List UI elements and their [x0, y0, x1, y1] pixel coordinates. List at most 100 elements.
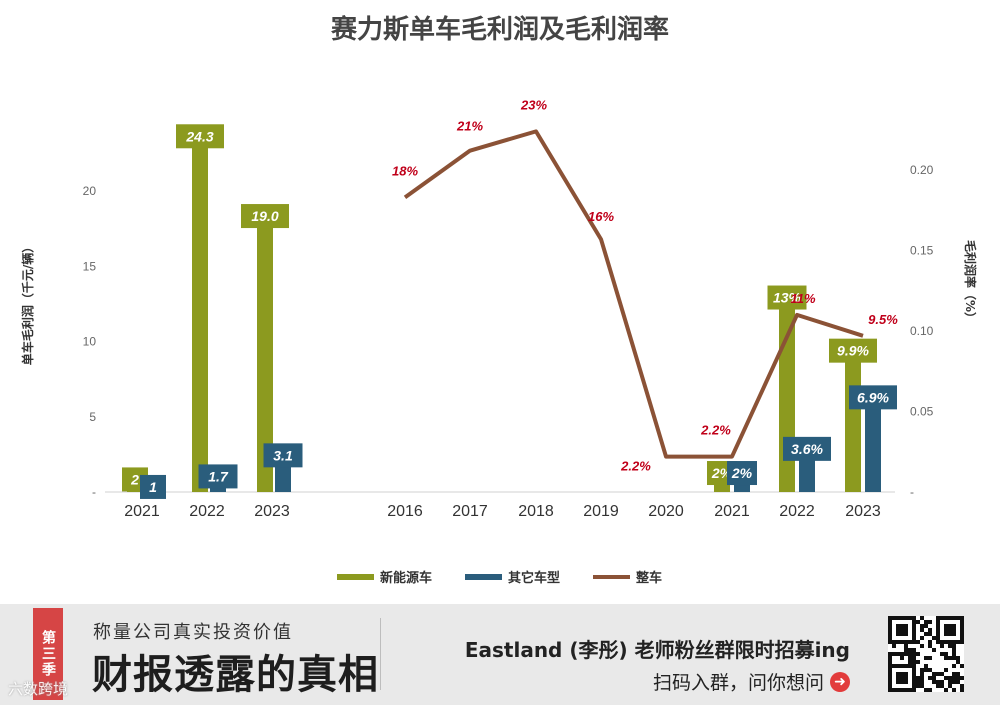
- x-tick-label: 2021: [714, 503, 750, 520]
- qr-module: [932, 680, 936, 684]
- qr-module: [956, 676, 960, 680]
- qr-module: [936, 632, 940, 636]
- margin-bar-other-2022-label: 3.6%: [791, 441, 823, 457]
- qr-module: [900, 656, 904, 660]
- qr-module: [940, 644, 944, 648]
- x-tick-label: 2020: [648, 503, 684, 520]
- qr-module: [888, 632, 892, 636]
- legend-label-new-energy: 新能源车: [380, 570, 432, 586]
- qr-module: [932, 672, 936, 676]
- margin-bar-new-energy-2022-label-box: [767, 285, 807, 310]
- qr-module: [928, 656, 932, 660]
- legend-label-line: 整车: [635, 570, 662, 586]
- bar-other-2022-label: 1.7: [208, 468, 229, 484]
- left-axis-label: 单车毛利润（千元/辆）: [20, 241, 35, 365]
- qr-module: [928, 620, 932, 624]
- qr-module: [912, 636, 916, 640]
- x-tick-label: 2016: [387, 503, 423, 520]
- footer-banner: 第三季 称量公司真实投资价值 财报透露的真相 Eastland (李彤) 老师粉…: [0, 604, 1000, 705]
- qr-module: [912, 688, 916, 692]
- qr-module: [888, 664, 892, 668]
- qr-module: [904, 644, 908, 648]
- qr-module: [928, 668, 932, 672]
- qr-module: [904, 628, 908, 632]
- right-tick-label: 0.10: [910, 324, 934, 338]
- qr-module: [936, 620, 940, 624]
- margin-bar-other-2023-label: 6.9%: [857, 389, 889, 405]
- qr-module: [920, 636, 924, 640]
- qr-module: [948, 628, 952, 632]
- qr-module: [888, 672, 892, 676]
- qr-module: [956, 660, 960, 664]
- qr-module: [940, 640, 944, 644]
- qr-module: [920, 676, 924, 680]
- margin-bar-new-energy-2023: [845, 340, 861, 492]
- qr-module: [960, 640, 964, 644]
- right-tick-label: -: [910, 485, 914, 499]
- x-tick-label: 2019: [583, 503, 619, 520]
- qr-code-icon[interactable]: [888, 616, 964, 692]
- qr-module: [944, 668, 948, 672]
- qr-module: [920, 628, 924, 632]
- qr-module: [908, 656, 912, 660]
- qr-module: [916, 640, 920, 644]
- qr-module: [920, 680, 924, 684]
- season-tag: 第三季: [33, 608, 63, 700]
- qr-module: [916, 652, 920, 656]
- qr-module: [888, 640, 892, 644]
- bar-other-2022-label-box: [198, 464, 238, 489]
- qr-module: [900, 664, 904, 668]
- qr-module: [944, 632, 948, 636]
- qr-module: [888, 620, 892, 624]
- margin-line-label: 23%: [520, 97, 547, 112]
- qr-module: [888, 652, 892, 656]
- qr-module: [932, 636, 936, 640]
- qr-module: [904, 688, 908, 692]
- x-tick-label: 2023: [254, 503, 290, 520]
- margin-line: 18% 21% 23% 16% 2.2% 2.2% 11% 9.5%: [392, 97, 898, 473]
- qr-module: [952, 676, 956, 680]
- x-tick-label: 2022: [779, 503, 815, 520]
- qr-module: [928, 644, 932, 648]
- qr-module: [888, 628, 892, 632]
- qr-module: [944, 652, 948, 656]
- qr-module: [904, 624, 908, 628]
- margin-bar-new-energy-2023-label: 9.9%: [837, 343, 869, 359]
- margin-line-label: 9.5%: [868, 312, 898, 327]
- qr-module: [924, 656, 928, 660]
- qr-module: [960, 628, 964, 632]
- qr-module: [912, 680, 916, 684]
- qr-module: [948, 656, 952, 660]
- qr-module: [904, 640, 908, 644]
- qr-module: [936, 624, 940, 628]
- qr-module: [912, 632, 916, 636]
- scan-row[interactable]: 扫码入群，问你想问 ➜: [653, 668, 850, 695]
- qr-module: [912, 616, 916, 620]
- x-axis-ticks: 2021 2022 2023 2016 2017 2018 2019 2020 2021 2022…: [124, 503, 881, 520]
- qr-module: [888, 660, 892, 664]
- bar-other-2023-label-box: [263, 443, 303, 468]
- qr-module: [888, 688, 892, 692]
- qr-module: [952, 628, 956, 632]
- margin-bar-new-energy-2022-label: 13%: [773, 290, 802, 306]
- margin-bar-other-2021-label-box: [727, 461, 757, 486]
- bar-new-energy-2023-label: 19.0: [251, 208, 278, 224]
- qr-module: [896, 652, 900, 656]
- margin-bar-other-2023: [865, 387, 881, 492]
- right-axis-label: 毛利润率（%）: [963, 240, 978, 324]
- qr-module: [936, 640, 940, 644]
- right-axis-ticks: - 0.05 0.10 0.15 0.20: [910, 163, 934, 499]
- left-tick-label: 15: [83, 259, 97, 273]
- qr-module: [888, 668, 892, 672]
- qr-module: [924, 664, 928, 668]
- qr-module: [944, 688, 948, 692]
- qr-module: [924, 632, 928, 636]
- qr-module: [888, 680, 892, 684]
- qr-module: [916, 676, 920, 680]
- qr-module: [952, 652, 956, 656]
- left-tick-label: 10: [83, 335, 97, 349]
- right-tick-label: 0.20: [910, 163, 934, 177]
- qr-module: [956, 680, 960, 684]
- qr-module: [952, 616, 956, 620]
- qr-module: [896, 628, 900, 632]
